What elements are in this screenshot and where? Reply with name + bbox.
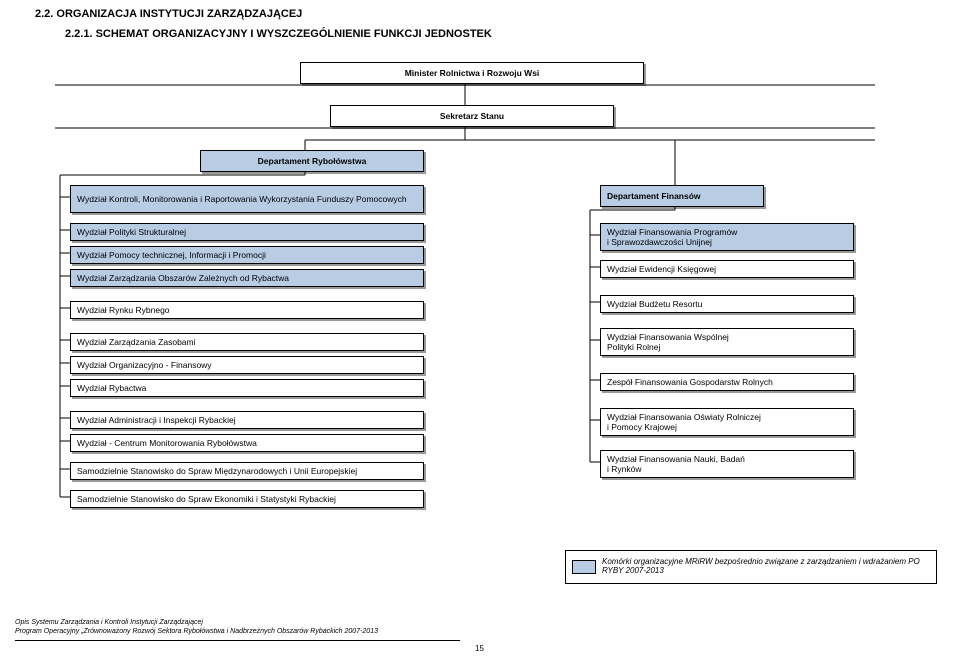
footer-line2: Program Operacyjny „Zrównoważony Rozwój …	[15, 628, 378, 635]
wydzial-zarz-zas-box: Wydział Zarządzania Zasobami	[70, 333, 424, 351]
wydzial-polityki-box: Wydział Polityki Strukturalnej	[70, 223, 424, 241]
footer-line1: Opis Systemu Zarządzania i Kontroli Inst…	[15, 619, 203, 626]
zespol-fin-box: Zespół Finansowania Gospodarstw Rolnych	[600, 373, 854, 391]
footer-rule	[15, 640, 460, 641]
wydzial-rybactwa-box: Wydział Rybactwa	[70, 379, 424, 397]
section-heading: 2.2. ORGANIZACJA INSTYTUCJI ZARZĄDZAJĄCE…	[35, 8, 302, 20]
footer: Opis Systemu Zarządzania i Kontroli Inst…	[15, 618, 378, 636]
wydzial-rynku-box: Wydział Rynku Rybnego	[70, 301, 424, 319]
wydzial-fin-nauki-box: Wydział Finansowania Nauki, Badań i Rynk…	[600, 450, 854, 478]
legend-text: Komórki organizacyjne MRiRW bezpośrednio…	[602, 557, 922, 575]
dept-finansow-box: Departament Finansów	[600, 185, 764, 207]
wydzial-pomocy-box: Wydział Pomocy technicznej, Informacji i…	[70, 246, 424, 264]
wydzial-budzet-box: Wydział Budżetu Resortu	[600, 295, 854, 313]
wydzial-kontroli-box: Wydział Kontroli, Monitorowania i Raport…	[70, 185, 424, 213]
wydzial-fin-wsp-box: Wydział Finansowania Wspólnej Polityki R…	[600, 328, 854, 356]
page-number: 15	[475, 644, 484, 653]
wydzial-zarz-obsz-box: Wydział Zarządzania Obszarów Zależnych o…	[70, 269, 424, 287]
dept-rybolowstwa-box: Departament Rybołówstwa	[200, 150, 424, 172]
minister-box: Minister Rolnictwa i Rozwoju Wsi	[300, 62, 644, 84]
wydzial-fin-prog-box: Wydział Finansowania Programów i Sprawoz…	[600, 223, 854, 251]
stanowisko-miedzy-box: Samodzielnie Stanowisko do Spraw Międzyn…	[70, 462, 424, 480]
wydzial-ewid-box: Wydział Ewidencji Księgowej	[600, 260, 854, 278]
legend-swatch	[572, 560, 596, 574]
subsection-heading: 2.2.1. SCHEMAT ORGANIZACYJNY I WYSZCZEGÓ…	[65, 28, 492, 40]
sekretarz-box: Sekretarz Stanu	[330, 105, 614, 127]
wydzial-centrum-box: Wydział - Centrum Monitorowania Rybołóws…	[70, 434, 424, 452]
wydzial-fin-osw-box: Wydział Finansowania Oświaty Rolniczej i…	[600, 408, 854, 436]
stanowisko-ekon-box: Samodzielnie Stanowisko do Spraw Ekonomi…	[70, 490, 424, 508]
wydzial-admin-box: Wydział Administracji i Inspekcji Ryback…	[70, 411, 424, 429]
wydzial-org-fin-box: Wydział Organizacyjno - Finansowy	[70, 356, 424, 374]
